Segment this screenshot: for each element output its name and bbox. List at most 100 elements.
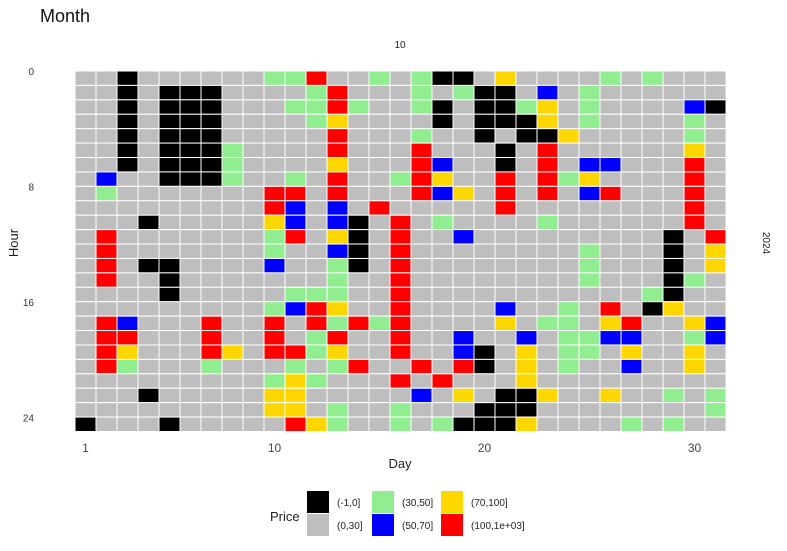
heatmap-cell — [158, 286, 181, 303]
heatmap-cell — [473, 113, 496, 130]
heatmap-cell — [158, 301, 181, 317]
heatmap-cell — [410, 214, 433, 231]
heatmap-cell — [284, 171, 307, 187]
heatmap-cell — [158, 387, 181, 404]
heatmap-cell — [662, 128, 685, 144]
heatmap-cell — [452, 344, 475, 360]
heatmap-cell — [74, 272, 97, 288]
heatmap-cell — [137, 128, 160, 144]
heatmap-cell — [599, 286, 622, 303]
heatmap-cell — [431, 214, 454, 231]
legend-swatch — [372, 514, 394, 536]
heatmap-cell — [389, 142, 412, 159]
heatmap-cell — [137, 243, 160, 259]
heatmap-cell — [326, 214, 349, 231]
heatmap-cell — [641, 200, 664, 216]
heatmap-cell — [704, 185, 727, 202]
heatmap-cell — [389, 243, 412, 259]
heatmap-cell — [431, 358, 454, 375]
heatmap-cell — [221, 200, 244, 216]
heatmap-cell — [242, 243, 265, 259]
heatmap-cell — [473, 387, 496, 404]
heatmap-cell — [536, 185, 559, 202]
heatmap-cell — [74, 142, 97, 159]
heatmap-cell — [305, 200, 328, 216]
heatmap-cell — [116, 70, 139, 86]
heatmap-cell — [431, 157, 454, 173]
heatmap-cell — [599, 214, 622, 231]
heatmap-cell — [515, 387, 538, 404]
heatmap-cell — [368, 128, 391, 144]
heatmap-cell — [221, 84, 244, 101]
heatmap-cell — [557, 330, 580, 346]
heatmap-cell — [557, 185, 580, 202]
heatmap-cell — [599, 358, 622, 375]
heatmap-cell — [641, 387, 664, 404]
heatmap-cell — [200, 185, 223, 202]
heatmap-cell — [179, 402, 202, 418]
heatmap-cell — [683, 128, 706, 144]
heatmap-cell — [578, 257, 601, 274]
heatmap-cell — [431, 142, 454, 159]
heatmap-cell — [200, 373, 223, 389]
heatmap-cell — [410, 99, 433, 115]
heatmap-cell — [137, 84, 160, 101]
heatmap-cell — [242, 70, 265, 86]
heatmap-cell — [116, 272, 139, 288]
heatmap-cell — [473, 402, 496, 418]
heatmap-cell — [200, 142, 223, 159]
heatmap-cell — [179, 70, 202, 86]
heatmap-cell — [347, 185, 370, 202]
heatmap-cell — [557, 257, 580, 274]
y-axis-ticks: 0 8 16 24 — [23, 67, 35, 424]
heatmap-cell — [704, 113, 727, 130]
heatmap-cell — [368, 142, 391, 159]
heatmap-cell — [116, 99, 139, 115]
heatmap-cell — [557, 157, 580, 173]
heatmap-cell — [137, 200, 160, 216]
heatmap-cell — [536, 243, 559, 259]
heatmap-cell — [662, 200, 685, 216]
heatmap-cell — [347, 358, 370, 375]
heatmap-cell — [74, 185, 97, 202]
heatmap-cell — [95, 157, 118, 173]
heatmap-cell — [284, 214, 307, 231]
heatmap-cell — [179, 272, 202, 288]
heatmap-cell — [200, 157, 223, 173]
heatmap-cell — [599, 99, 622, 115]
heatmap-cell — [704, 128, 727, 144]
heatmap-cell — [578, 272, 601, 288]
heatmap-cell — [74, 113, 97, 130]
heatmap-cell — [683, 257, 706, 274]
heatmap-cell — [641, 358, 664, 375]
heatmap-cell — [95, 214, 118, 231]
heatmap-cell — [389, 113, 412, 130]
heatmap-cell — [515, 70, 538, 86]
heatmap-cell — [305, 358, 328, 375]
heatmap-cell — [704, 142, 727, 159]
heatmap-cell — [284, 416, 307, 432]
heatmap-cell — [578, 358, 601, 375]
heatmap-cell — [242, 315, 265, 332]
heatmap-cell — [158, 257, 181, 274]
heatmap-cell — [599, 70, 622, 86]
heatmap-cell — [683, 373, 706, 389]
heatmap-cell — [74, 128, 97, 144]
heatmap-cell — [326, 99, 349, 115]
y-tick-label: 16 — [23, 298, 35, 309]
heatmap-cell — [242, 113, 265, 130]
heatmap-cell — [557, 229, 580, 245]
heatmap-cell — [137, 301, 160, 317]
heatmap-cell — [116, 387, 139, 404]
heatmap-cell — [662, 257, 685, 274]
heatmap-cell — [494, 229, 517, 245]
heatmap-cell — [662, 185, 685, 202]
heatmap-cell — [116, 142, 139, 159]
heatmap-cell — [494, 70, 517, 86]
heatmap-cell — [326, 84, 349, 101]
heatmap-cell — [200, 416, 223, 432]
heatmap-cell — [179, 387, 202, 404]
heatmap-cell — [494, 99, 517, 115]
heatmap-cell — [452, 301, 475, 317]
heatmap-cell — [599, 128, 622, 144]
